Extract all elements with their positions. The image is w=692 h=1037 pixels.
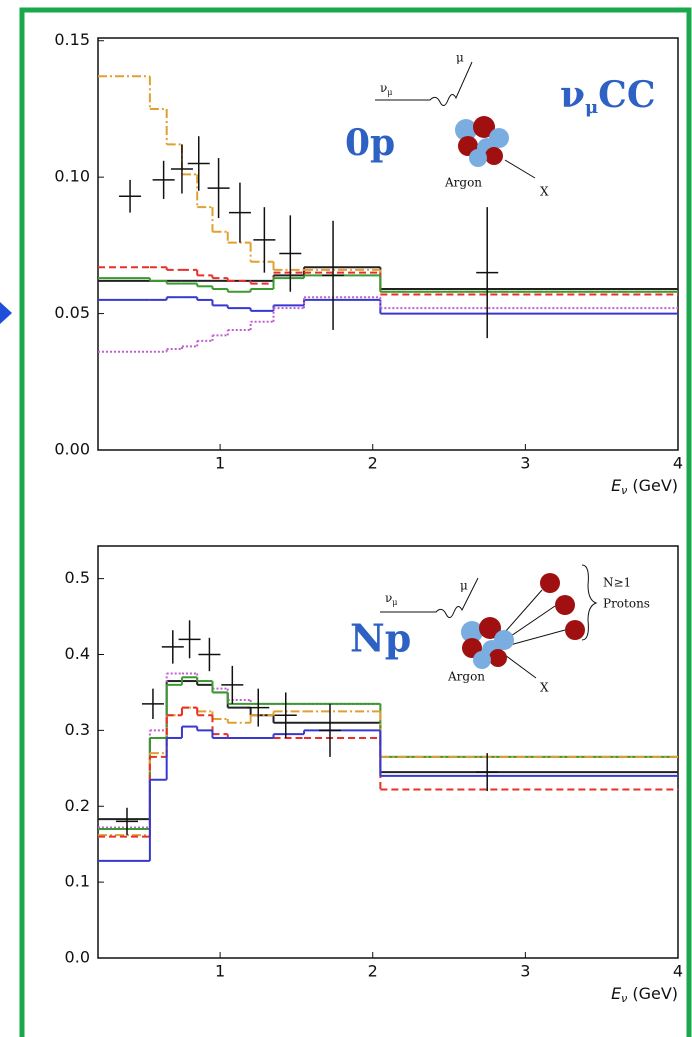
frame (19, 7, 692, 1037)
remnant-label: X (540, 185, 549, 199)
x-label-unit: (GeV) (632, 984, 678, 1003)
y-tick-label: 0.10 (54, 167, 90, 186)
diagram-lines (380, 577, 479, 618)
remnant-label: X (540, 681, 549, 695)
y-tick-label: 0.15 (54, 30, 90, 49)
annotation-top: νμCC 0p νμ μ Argon X (345, 51, 655, 199)
x-tick-label: 4 (673, 454, 683, 473)
outgoing-label: μ (460, 579, 468, 593)
outgoing-label: μ (456, 51, 464, 65)
target-label: Argon (444, 176, 482, 190)
x-axis-label: Eν (GeV) (611, 476, 678, 498)
topology-label: Np (350, 616, 411, 661)
count-label: N≥1 (603, 576, 631, 590)
diagram-lines (375, 61, 473, 106)
x-tick-label: 3 (520, 454, 530, 473)
x-label-sub: ν (621, 992, 627, 1005)
annotation-bottom: Np νμ μ Argon X N≥1 Protons (350, 564, 650, 695)
y-tick-label: 0.00 (54, 440, 90, 459)
diagram-arrow (504, 159, 536, 179)
x-label-symbol: E (611, 476, 622, 495)
y-tick-label: 0.3 (65, 720, 90, 739)
x-tick-label: 4 (673, 962, 683, 981)
topology-label: 0p (345, 122, 395, 164)
diagram-arrows (504, 589, 566, 679)
x-tick-label: 3 (520, 962, 530, 981)
x-axis-label: Eν (GeV) (611, 984, 678, 1006)
y-tick-label: 0.05 (54, 303, 90, 322)
incoming-label: νμ (380, 81, 393, 98)
x-tick-label: 1 (215, 962, 225, 981)
x-tick-label: 2 (368, 962, 378, 981)
nucleus (455, 116, 509, 167)
x-tick-label: 1 (215, 454, 225, 473)
incoming-label: νμ (385, 591, 398, 608)
y-tick-label: 0.2 (65, 796, 90, 815)
x-label-sub: ν (621, 484, 627, 497)
x-label-unit: (GeV) (632, 476, 678, 495)
y-tick-label: 0.1 (65, 872, 90, 891)
y-tick-label: 0.4 (65, 644, 90, 663)
process-label: νμCC (560, 74, 655, 118)
panel: 0.0 0.1 0.2 0.3 0.4 0.5 1 2 3 4 Eν (GeV) (65, 545, 683, 1006)
brace (581, 564, 598, 641)
target-label: Argon (447, 670, 485, 684)
plot-area (97, 545, 679, 959)
pointer-arrow (0, 302, 12, 324)
panel: 0.00 0.05 0.10 0.15 1 2 3 4 Eν (GeV) (54, 30, 683, 497)
x-tick-label: 2 (368, 454, 378, 473)
y-tick-label: 0.0 (65, 948, 90, 967)
x-label-symbol: E (611, 984, 622, 1003)
protons-label: Protons (603, 597, 650, 611)
y-tick-label: 0.5 (65, 568, 90, 587)
plot-area (97, 37, 679, 451)
nucleus (461, 573, 585, 669)
